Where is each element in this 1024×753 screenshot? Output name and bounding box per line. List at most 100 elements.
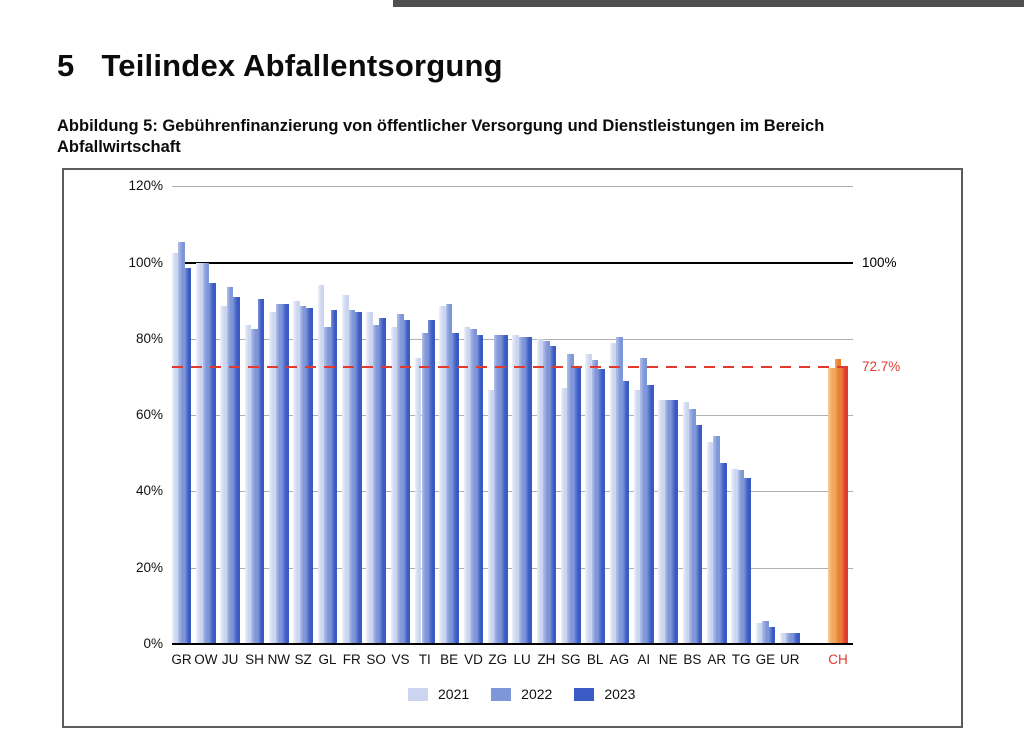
bar-ti-2022: [421, 333, 429, 644]
bar-sg-2023: [574, 367, 581, 644]
bar-ti-2023: [428, 319, 435, 644]
bar-ch-2023: [841, 366, 848, 644]
bar-vs-2022: [397, 314, 404, 644]
x-axis-label-nw: NW: [267, 652, 291, 667]
bar-ch-2021: [828, 368, 835, 644]
section-heading: 5 Teilindex Abfallentsorgung: [57, 48, 503, 84]
bar-vd-2023: [476, 334, 484, 644]
y-axis-tick-label: 100%: [128, 254, 163, 270]
bar-ne-2022: [664, 399, 672, 644]
bar-bs-2023: [695, 424, 703, 644]
legend-label-2023: 2023: [604, 686, 636, 702]
bar-so-2021: [366, 312, 373, 644]
x-axis-label-lu: LU: [513, 652, 531, 667]
bar-tg-2021: [731, 468, 738, 644]
y-axis-tick-label: 0%: [143, 636, 163, 651]
bar-vd-2021: [463, 327, 471, 644]
legend-swatch-2022: [491, 687, 512, 701]
screenshot-artifact-strip: [393, 0, 1024, 7]
bar-ur-2022: [786, 632, 794, 644]
bar-tg-2023: [744, 478, 751, 644]
x-axis-label-be: BE: [440, 652, 459, 667]
bar-gr-2021: [171, 252, 179, 644]
legend-item-2023: 2023: [574, 686, 635, 702]
y-axis-tick-label: 120%: [128, 178, 163, 194]
bar-ne-2021: [658, 399, 665, 644]
bar-ow-2023: [209, 283, 216, 644]
bar-sg-2022: [567, 354, 575, 644]
x-axis-label-ge: GE: [755, 652, 776, 667]
x-axis-label-ur: UR: [780, 652, 800, 667]
bar-ow-2022: [202, 262, 210, 644]
y-axis-tick-label: 60%: [135, 407, 163, 423]
x-axis-label-ju: JU: [221, 652, 239, 667]
x-axis-label-so: SO: [366, 652, 386, 667]
chart-legend: 2021 2022 2023: [408, 686, 635, 702]
bar-zh-2021: [536, 338, 544, 644]
bar-ch-2022: [834, 359, 842, 644]
bar-ai-2022: [640, 357, 648, 644]
bar-ar-2021: [706, 441, 714, 644]
bar-be-2022: [445, 304, 453, 644]
bar-ge-2021: [755, 623, 763, 644]
bar-ju-2021: [220, 306, 227, 644]
bar-zh-2022: [543, 340, 550, 644]
bar-be-2023: [452, 333, 460, 644]
x-axis-label-ai: AI: [637, 652, 651, 667]
bar-bl-2023: [598, 369, 605, 644]
legend-swatch-2023: [574, 687, 595, 701]
y-axis-tick-label: 20%: [135, 559, 163, 575]
figure-caption: Abbildung 5: Gebührenfinanzierung von öf…: [57, 116, 972, 158]
y-axis-tick-label: 80%: [135, 330, 163, 346]
x-axis-label-tg: TG: [731, 652, 751, 667]
bar-ne-2023: [671, 399, 678, 644]
x-axis-label-gl: GL: [318, 652, 337, 667]
x-axis-label-ag: AG: [609, 652, 630, 667]
bar-ju-2023: [233, 296, 241, 644]
bar-nw-2023: [282, 304, 289, 644]
x-axis-label-ti: TI: [418, 652, 431, 667]
reference-label-727: 72.7%: [862, 358, 901, 374]
bar-tg-2022: [737, 470, 745, 644]
bar-sz-2021: [293, 300, 300, 644]
section-title: Teilindex Abfallentsorgung: [101, 47, 503, 83]
bar-gl-2022: [324, 327, 331, 644]
bar-ow-2021: [195, 262, 203, 644]
bar-ge-2022: [762, 621, 769, 644]
bar-zh-2023: [549, 346, 557, 644]
bar-so-2022: [372, 325, 380, 644]
bar-so-2023: [379, 317, 387, 644]
x-axis-label-ar: AR: [707, 652, 727, 667]
bar-sh-2023: [257, 298, 265, 644]
bar-ur-2023: [793, 632, 800, 644]
x-axis-label-bl: BL: [586, 652, 604, 667]
bar-gl-2023: [330, 310, 338, 644]
x-axis-line: [172, 643, 853, 645]
bar-fr-2021: [341, 294, 349, 644]
bar-chart: 0% 20% 40% 60% 80% 100% 120% GR OW JU SH NW SZ GL FR SO…: [64, 170, 961, 726]
bar-zg-2022: [494, 334, 502, 644]
bar-bs-2021: [682, 401, 690, 644]
bar-ur-2021: [779, 632, 787, 644]
bar-sh-2021: [244, 325, 252, 644]
bar-lu-2021: [512, 334, 519, 644]
x-axis-label-zg: ZG: [488, 652, 508, 667]
bar-ai-2021: [633, 390, 641, 644]
reference-label-100: 100%: [862, 254, 897, 270]
bar-ju-2022: [226, 287, 234, 644]
bar-lu-2023: [525, 336, 532, 644]
legend-item-2022: 2022: [491, 686, 552, 702]
legend-label-2022: 2022: [521, 686, 553, 702]
x-axis-label-fr: FR: [342, 652, 361, 667]
section-number: 5: [57, 47, 75, 83]
legend-swatch-2021: [408, 687, 428, 701]
chart-panel: 0% 20% 40% 60% 80% 100% 120% GR OW JU SH NW SZ GL FR SO…: [62, 168, 963, 728]
bar-ar-2023: [720, 462, 727, 644]
x-axis-label-bs: BS: [683, 652, 702, 667]
bar-vs-2021: [390, 327, 398, 644]
bar-sz-2023: [306, 308, 314, 644]
bar-fr-2023: [355, 312, 362, 644]
bar-lu-2022: [518, 336, 526, 644]
bar-ar-2022: [713, 436, 721, 644]
bar-vs-2023: [403, 319, 411, 644]
